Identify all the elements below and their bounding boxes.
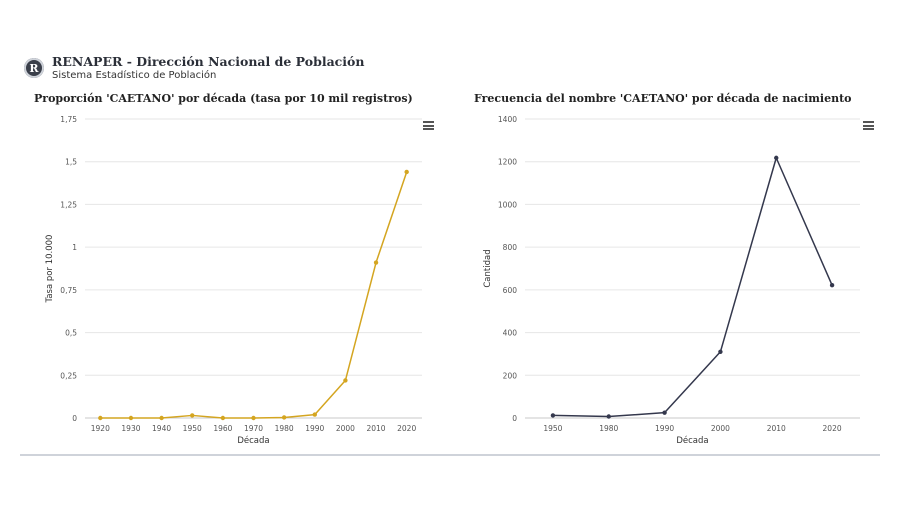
y-tick-label: 0: [512, 414, 517, 423]
x-tick-label: 1940: [152, 424, 171, 433]
x-tick-label: 1960: [213, 424, 232, 433]
y-tick-label: 0,75: [60, 286, 77, 295]
x-axis-title: Década: [676, 435, 708, 446]
data-point-2000[interactable]: [343, 378, 348, 383]
x-tick-label: 1920: [91, 424, 110, 433]
data-point-1970[interactable]: [251, 415, 256, 421]
data-point-1990[interactable]: [312, 412, 317, 417]
y-tick-label: 1,5: [65, 158, 77, 167]
x-tick-label: 2020: [397, 424, 416, 433]
x-tick-label: 1980: [275, 424, 294, 433]
y-tick-label: 0,25: [60, 371, 77, 380]
data-point-2020[interactable]: [829, 282, 835, 288]
y-tick-label: 800: [503, 243, 518, 252]
chart-menu-icon[interactable]: [423, 121, 434, 130]
data-point-1960[interactable]: [220, 415, 226, 421]
series-line: [100, 171, 408, 419]
chart-title-proporcion: Proporción 'CAETANO' por década (tasa po…: [34, 92, 413, 105]
y-axis-title: Tasa por 10.000: [45, 235, 55, 304]
divider: [20, 454, 880, 456]
chart-title-frecuencia: Frecuencia del nombre 'CAETANO' por déca…: [474, 92, 852, 105]
x-tick-label: 1930: [121, 424, 140, 433]
y-tick-label: 1200: [498, 158, 517, 167]
x-axis-title: Década: [237, 435, 269, 446]
page-title: RENAPER - Dirección Nacional de Població…: [52, 54, 365, 69]
data-point-2010[interactable]: [373, 260, 379, 265]
chart-menu-icon[interactable]: [863, 121, 874, 130]
data-point-1950[interactable]: [550, 413, 556, 418]
y-tick-label: 1400: [498, 115, 517, 124]
x-tick-label: 2010: [366, 424, 385, 433]
x-tick-label: 1950: [543, 424, 562, 433]
data-point-2000[interactable]: [718, 349, 723, 354]
y-tick-label: 0,5: [65, 329, 77, 338]
chart-proporcion: 0 0,25 0,5 0,75 1 1,25 1,5 1,75 1920 1930 1940 1950…: [45, 115, 422, 446]
chart-panel-proporcion: 0 0,25 0,5 0,75 1 1,25 1,5 1,75 1920 1930 1940 1950…: [22, 88, 452, 453]
x-tick-label: 1980: [599, 424, 618, 433]
y-axis-title: Cantidad: [483, 249, 493, 287]
y-tick-label: 1: [72, 243, 77, 252]
data-point-2010[interactable]: [774, 155, 779, 161]
data-point-2020[interactable]: [404, 169, 409, 175]
series-line: [552, 157, 833, 418]
renaper-logo-icon: R: [24, 58, 44, 78]
chart-panel-frecuencia: 0 200 400 600 800 1000 1200 1400 1950 1980 1990 200…: [462, 88, 892, 453]
data-point-1940[interactable]: [159, 415, 164, 421]
chart-frecuencia: 0 200 400 600 800 1000 1200 1400 1950 1980 1990 200…: [483, 115, 860, 446]
page-header: R RENAPER - Dirección Nacional de Poblac…: [24, 52, 364, 84]
y-tick-label: 200: [503, 371, 518, 380]
x-tick-label: 2010: [767, 424, 786, 433]
data-point-1980[interactable]: [281, 415, 287, 420]
data-point-1950[interactable]: [190, 413, 195, 418]
data-point-1980[interactable]: [606, 414, 611, 419]
page-subtitle: Sistema Estadístico de Población: [52, 70, 217, 81]
y-tick-label: 1,25: [60, 200, 77, 209]
data-point-1930[interactable]: [128, 415, 134, 421]
y-tick-label: 1000: [498, 200, 517, 209]
x-tick-label: 1990: [655, 424, 674, 433]
data-point-1920[interactable]: [98, 415, 103, 421]
x-tick-label: 1950: [183, 424, 202, 433]
x-tick-label: 2020: [823, 424, 842, 433]
y-tick-label: 0: [72, 414, 77, 423]
y-tick-label: 400: [503, 329, 518, 338]
x-tick-label: 1970: [244, 424, 263, 433]
x-tick-label: 2000: [711, 424, 730, 433]
y-tick-label: 600: [503, 286, 518, 295]
data-point-1990[interactable]: [662, 410, 667, 415]
y-tick-label: 1,75: [60, 115, 77, 124]
x-tick-label: 2000: [336, 424, 355, 433]
x-tick-label: 1990: [305, 424, 324, 433]
